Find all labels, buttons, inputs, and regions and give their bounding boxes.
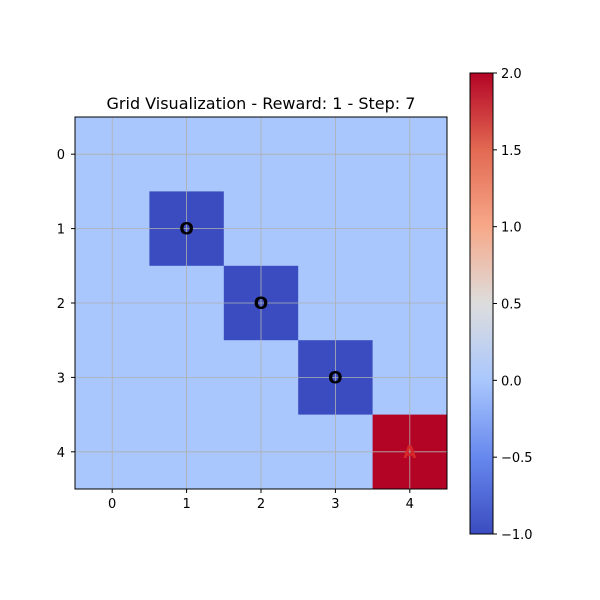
colorbar-tick-label: −1.0 xyxy=(501,528,533,543)
x-tick-label: 4 xyxy=(406,497,414,512)
cell-annotation: O xyxy=(179,220,193,240)
colorbar xyxy=(469,72,494,535)
colorbar-tick-label: 1.5 xyxy=(501,144,522,159)
y-tick-label: 4 xyxy=(57,446,65,461)
cell-annotation: A xyxy=(403,443,417,463)
cell-annotations: O O O A xyxy=(179,220,417,463)
x-tick-label: 2 xyxy=(257,497,265,512)
cell-annotation: O xyxy=(254,294,268,314)
colorbar-tick-label: 0.5 xyxy=(501,298,522,313)
y-tick-label: 2 xyxy=(57,297,65,312)
colorbar-tick-label: 1.0 xyxy=(501,221,522,236)
cell-annotation: O xyxy=(328,368,342,388)
y-axis-ticks: 0 1 2 3 4 xyxy=(57,148,75,461)
y-tick-label: 0 xyxy=(57,148,65,163)
x-tick-label: 0 xyxy=(108,497,116,512)
y-tick-label: 3 xyxy=(57,371,65,386)
x-tick-label: 3 xyxy=(331,497,339,512)
colorbar-tick-label: 2.0 xyxy=(501,67,522,82)
colorbar-tick-label: 0.0 xyxy=(501,374,522,389)
x-axis-ticks: 0 1 2 3 4 xyxy=(108,489,414,512)
chart-title: Grid Visualization - Reward: 1 - Step: 7 xyxy=(107,94,416,113)
x-tick-label: 1 xyxy=(182,497,190,512)
y-tick-label: 1 xyxy=(57,223,65,238)
colorbar-ticks: 2.0 1.5 1.0 0.5 0.0 −0.5 −1.0 xyxy=(493,67,533,543)
colorbar-tick-label: −0.5 xyxy=(501,451,533,466)
gridlines xyxy=(75,117,447,489)
